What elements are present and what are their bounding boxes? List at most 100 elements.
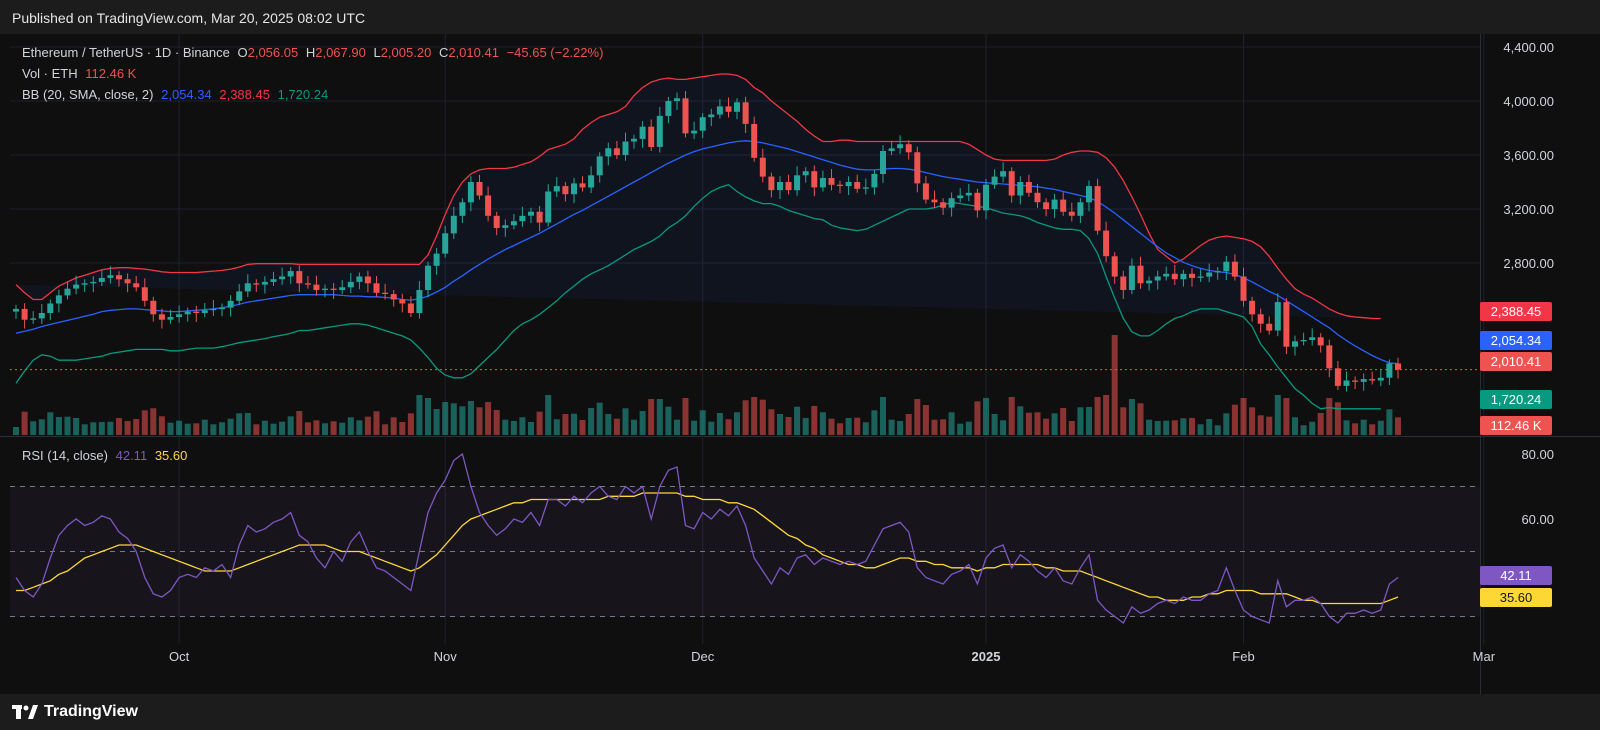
volume-bar	[596, 402, 603, 435]
candle-body	[922, 183, 929, 200]
volume-bar	[871, 410, 878, 435]
candle-body	[399, 299, 406, 304]
volume-bar	[1008, 397, 1015, 435]
candle-body	[1094, 186, 1101, 231]
candle-body	[390, 294, 397, 300]
candle-body	[1154, 276, 1161, 281]
candle-body	[742, 102, 749, 124]
candle-body	[759, 157, 766, 177]
candle-body	[116, 275, 122, 280]
candle-body	[184, 311, 191, 315]
volume-bar	[253, 424, 260, 435]
volume-bar	[940, 419, 947, 435]
candle-body	[1137, 265, 1144, 284]
candle-body	[1068, 211, 1075, 216]
candle-body	[201, 310, 208, 313]
candle-body	[1103, 230, 1110, 257]
candle-body	[270, 279, 277, 282]
candle-body	[948, 198, 955, 208]
candle-body	[124, 279, 131, 284]
volume-bar	[1197, 424, 1204, 435]
volume-bar	[553, 419, 560, 435]
volume-bar	[785, 417, 792, 435]
volume-bar	[313, 420, 320, 435]
candle-body	[90, 281, 97, 284]
candle-body	[1180, 273, 1187, 280]
candle-body	[1257, 314, 1264, 324]
volume-bar	[1395, 417, 1401, 435]
candle-body	[528, 211, 534, 216]
volume-bar	[897, 421, 904, 435]
candle-body	[279, 276, 286, 280]
candle-body	[433, 253, 440, 266]
candle-body	[1231, 261, 1238, 277]
volume-bar	[279, 421, 286, 435]
candle-body	[931, 199, 938, 203]
volume-bar	[571, 413, 577, 435]
volume-bar	[347, 417, 354, 435]
volume-bar	[1128, 399, 1135, 435]
candle-body	[1352, 380, 1359, 382]
footer-brand: TradingView	[44, 703, 138, 720]
volume-bar	[133, 419, 140, 435]
candle-body	[304, 283, 311, 285]
volume-bar	[1283, 398, 1290, 435]
volume-bar	[322, 423, 328, 435]
legend-bb-label: BB (20, SMA, close, 2)	[22, 87, 154, 102]
volume-bar	[459, 406, 466, 435]
candle-body	[699, 117, 706, 131]
volume-bar	[1025, 412, 1032, 435]
volume-bar	[991, 414, 998, 435]
candle-body	[1214, 271, 1221, 273]
candle-body	[261, 281, 268, 285]
candle-body	[493, 215, 500, 228]
volume-bar	[1154, 421, 1161, 435]
candle-body	[1008, 171, 1015, 196]
volume-bar	[493, 410, 500, 435]
volume-bar	[1223, 413, 1230, 435]
candle-body	[716, 106, 723, 115]
volume-bar	[55, 417, 62, 435]
volume-bar	[64, 416, 71, 435]
candle-body	[991, 176, 998, 185]
volume-bar	[1034, 412, 1041, 435]
candle-body	[1034, 192, 1041, 203]
volume-bar	[450, 403, 457, 435]
volume-bar	[905, 414, 912, 435]
bb-upper-badge: 2,388.45	[1480, 302, 1552, 321]
chart-area[interactable]: 4,400.00 4,000.00 3,600.00 3,200.00 2,800.00…	[0, 34, 1600, 694]
candle-body	[425, 265, 431, 290]
volume-bar	[862, 422, 869, 435]
tradingview-logo[interactable]: TradingView	[12, 703, 138, 721]
volume-bar	[1292, 417, 1298, 435]
volume-bar	[1206, 419, 1213, 435]
candle-body	[1086, 186, 1092, 203]
candle-body	[845, 182, 852, 187]
volume-bar	[716, 413, 723, 435]
volume-bar	[210, 424, 217, 435]
candle-body	[708, 114, 715, 118]
price-tick-label: 2,800.00	[1503, 256, 1554, 271]
volume-bar	[914, 399, 921, 435]
volume-bar	[965, 421, 972, 435]
candle-body	[236, 291, 243, 301]
candle-body	[1189, 273, 1195, 278]
price-tick-label: 3,200.00	[1503, 202, 1554, 217]
candle-body	[1077, 202, 1084, 216]
candle-body	[819, 178, 826, 188]
candle-body	[734, 102, 740, 112]
volume-bar	[1060, 408, 1067, 435]
volume-bar	[1386, 409, 1393, 435]
candle-body	[965, 192, 972, 196]
legend-close: 2,010.41	[448, 45, 499, 60]
legend-rsi: RSI (14, close) 42.11 35.60	[22, 448, 191, 463]
candle-body	[322, 288, 328, 290]
candle-body	[476, 182, 483, 196]
candle-body	[957, 195, 964, 199]
volume-bar	[476, 407, 483, 435]
candle-body	[364, 276, 371, 284]
chart-canvas[interactable]: 4,400.00 4,000.00 3,600.00 3,200.00 2,800.00…	[0, 34, 1600, 694]
candle-body	[1300, 340, 1307, 342]
candle-body	[416, 290, 423, 313]
bb-lower-badge: 1,720.24	[1480, 390, 1552, 409]
